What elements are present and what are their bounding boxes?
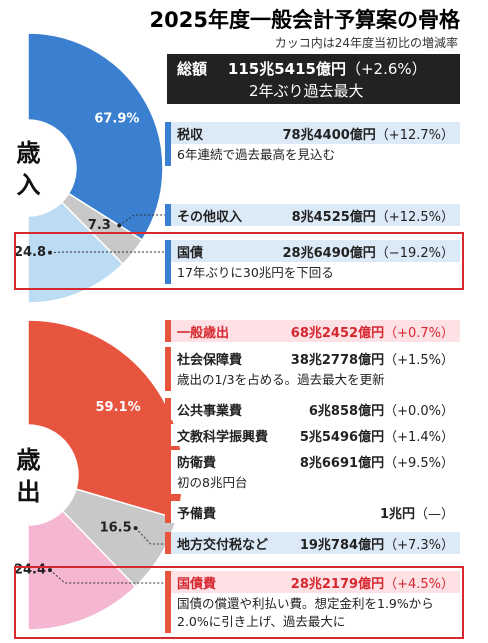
slice-label: 7.3: [88, 218, 111, 233]
detail-head: 社会保障費 38兆2778億円（+1.5%）: [171, 347, 460, 369]
detail-box: 社会保障費 38兆2778億円（+1.5%） 歳出の1/3を占める。過去最大を更新: [165, 347, 460, 391]
leader-line: [135, 527, 165, 545]
item-name: 一般歳出: [177, 325, 230, 341]
item-name: 公共事業費: [177, 403, 243, 419]
item-name: 地方交付税など: [177, 537, 269, 553]
item-name: 国債: [177, 245, 204, 261]
item-name: その他収入: [177, 209, 243, 225]
total-change: （+2.6%）: [345, 60, 427, 78]
item-amount: 1兆円: [379, 506, 415, 522]
item-name: 予備費: [177, 506, 217, 522]
pie-slice: [27, 201, 124, 304]
detail-box: その他収入 8兆4525億円（+12.5%）: [165, 204, 460, 226]
item-amount-wrap: 68兆2452億円（+0.7%）: [291, 322, 454, 341]
detail-head: 地方交付税など 19兆784億円（+7.3%）: [171, 532, 460, 554]
item-name: 防衛費: [177, 455, 217, 471]
item-amount: 8兆6691億円: [299, 455, 385, 471]
item-change: （−19.2%）: [375, 245, 454, 261]
item-amount: 28兆2179億円: [290, 576, 385, 592]
detail-head: 防衛費 8兆6691億円（+9.5%）: [171, 450, 460, 472]
item-amount-wrap: 19兆784億円（+7.3%）: [300, 534, 454, 553]
detail-box: 国債費 28兆2179億円（+4.5%） 国債の償還や利払い費。想定金利を1.9%か…: [165, 571, 460, 633]
detail-head: 国債 28兆6490億円（−19.2%）: [171, 240, 460, 262]
item-amount-wrap: 8兆4525億円（+12.5%）: [292, 206, 454, 225]
detail-box: 予備費 1兆円（—）: [165, 501, 460, 523]
detail-box: 地方交付税など 19兆784億円（+7.3%）: [165, 532, 460, 554]
total-box: 総額 115兆5415億円（+2.6%） 2年ぶり過去最大: [167, 54, 460, 104]
detail-box: 税収 78兆4400億円（+12.7%） 6年連続で過去最高を見込む: [165, 122, 460, 166]
item-name: 税収: [177, 127, 204, 143]
slice-label: 59.1%: [96, 400, 141, 415]
item-change: （—）: [414, 506, 454, 522]
item-remark: 初の8兆円台: [171, 472, 460, 494]
total-amount: 115兆5415億円: [227, 60, 346, 78]
highlight-frame: [14, 232, 464, 290]
item-name: 国債費: [177, 576, 217, 592]
title: 2025年度一般会計予算案の骨格: [149, 8, 460, 32]
slice-label: 24.8: [14, 245, 46, 260]
highlight-frame: [14, 566, 464, 639]
item-amount-wrap: 78兆4400億円（+12.7%）: [283, 124, 454, 143]
item-amount-wrap: 1兆円（—）: [380, 503, 454, 522]
item-remark: 歳出の1/3を占める。過去最大を更新: [171, 369, 460, 391]
slice-label: 67.9%: [94, 111, 139, 126]
note: カッコ内は24年度当初比の増減率: [274, 36, 458, 50]
item-remark: 6年連続で過去最高を見込む: [171, 144, 460, 166]
total-label: 総額: [177, 60, 208, 78]
item-name: 文教科学振興費: [177, 429, 269, 445]
pie-slice: [27, 319, 184, 520]
detail-box: 文教科学振興費 5兆5496億円（+1.4%）: [165, 424, 460, 446]
item-amount: 28兆6490億円: [282, 245, 376, 261]
leader-line: [49, 251, 165, 254]
item-amount: 5兆5496億円: [299, 429, 385, 445]
item-amount: 38兆2778億円: [290, 352, 385, 368]
detail-head: 税収 78兆4400億円（+12.7%）: [171, 122, 460, 144]
item-amount-wrap: 8兆6691億円（+9.5%）: [300, 452, 454, 471]
item-change: （+9.5%）: [384, 455, 454, 471]
item-change: （+1.4%）: [384, 429, 454, 445]
item-change: （+12.7%）: [375, 127, 454, 143]
slice-label: 16.5: [100, 521, 132, 536]
detail-box: 一般歳出 68兆2452億円（+0.7%）: [165, 320, 460, 342]
pie-title: 歳入: [12, 139, 40, 204]
detail-head: 一般歳出 68兆2452億円（+0.7%）: [171, 320, 460, 342]
item-remark: 国債の償還や利払い費。想定金利を1.9%から2.0%に引き上げ、過去最大に: [171, 593, 460, 633]
item-amount: 6兆858億円: [308, 403, 385, 419]
detail-head: 国債費 28兆2179億円（+4.5%）: [171, 571, 460, 593]
item-amount-wrap: 28兆2179億円（+4.5%）: [291, 573, 454, 592]
item-amount-wrap: 6兆858億円（+0.0%）: [309, 400, 454, 419]
total-remark: 2年ぶり過去最大: [249, 82, 364, 100]
item-amount-wrap: 38兆2778億円（+1.5%）: [291, 349, 454, 368]
item-amount: 78兆4400億円: [282, 127, 376, 143]
detail-head: その他収入 8兆4525億円（+12.5%）: [171, 204, 460, 226]
item-change: （+12.5%）: [375, 209, 454, 225]
item-amount: 8兆4525億円: [291, 209, 376, 225]
detail-head: 公共事業費 6兆858億円（+0.0%）: [171, 398, 460, 420]
pie-slice: [27, 509, 137, 631]
item-amount-wrap: 5兆5496億円（+1.4%）: [300, 426, 454, 445]
detail-box: 公共事業費 6兆858億円（+0.0%）: [165, 398, 460, 420]
detail-box: 防衛費 8兆6691億円（+9.5%） 初の8兆円台: [165, 450, 460, 494]
item-name: 社会保障費: [177, 352, 243, 368]
item-change: （+0.7%）: [384, 325, 454, 341]
item-change: （+4.5%）: [384, 576, 454, 592]
detail-box: 国債 28兆6490億円（−19.2%） 17年ぶりに30兆円を下回る: [165, 240, 460, 284]
item-amount: 68兆2452億円: [290, 325, 385, 341]
item-amount-wrap: 28兆6490億円（−19.2%）: [283, 242, 454, 261]
item-change: （+7.3%）: [384, 537, 454, 553]
pie-slice: [27, 32, 164, 242]
item-change: （+0.0%）: [384, 403, 454, 419]
item-amount: 19兆784億円: [299, 537, 385, 553]
pie-title: 歳出: [12, 446, 40, 511]
item-change: （+1.5%）: [384, 352, 454, 368]
detail-head: 文教科学振興費 5兆5496億円（+1.4%）: [171, 424, 460, 446]
item-remark: 17年ぶりに30兆円を下回る: [171, 262, 460, 284]
detail-head: 予備費 1兆円（—）: [171, 501, 460, 523]
